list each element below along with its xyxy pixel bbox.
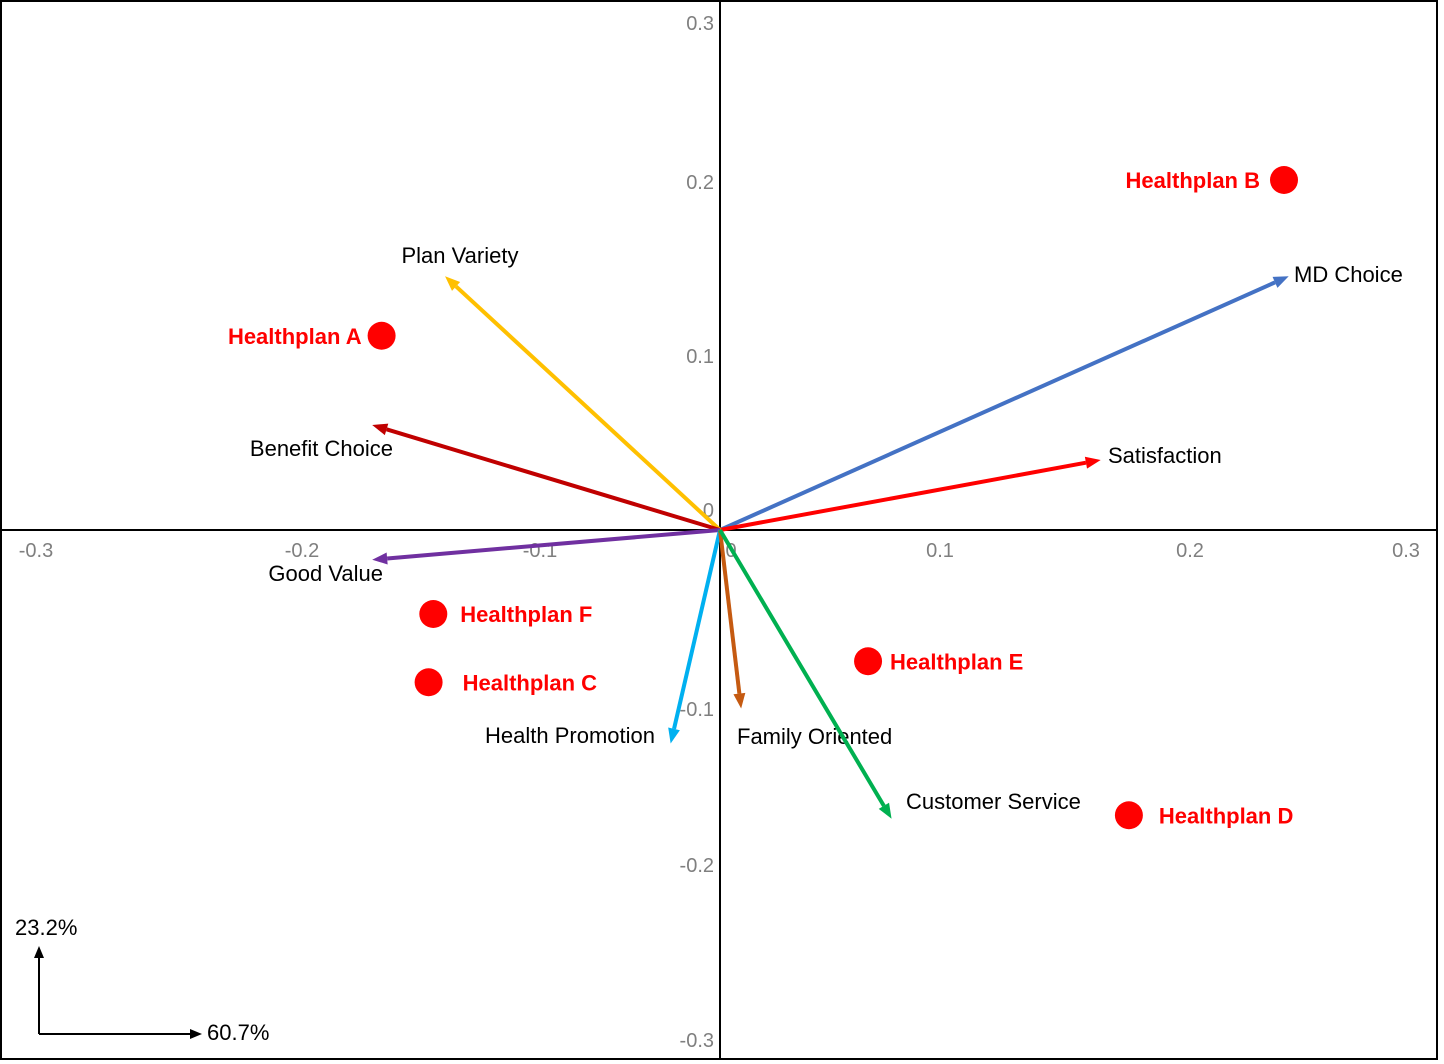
vector-arrowhead-family-oriented [733, 692, 746, 709]
y-tick-label: -0.3 [680, 1030, 714, 1052]
x-tick-label: -0.3 [19, 540, 53, 562]
x-tick-label: 0.2 [1176, 540, 1204, 562]
vector-health-promotion [672, 529, 722, 730]
vector-arrowhead-health-promotion [668, 727, 680, 744]
dimension-indicator: 23.2% 60.7% [15, 915, 269, 1045]
y-tick-label: 0.3 [686, 13, 714, 35]
x-tick-label: 0.1 [926, 540, 954, 562]
point-label-healthplan-b: Healthplan B [1126, 168, 1260, 193]
y-tick-label: -0.2 [680, 855, 714, 877]
vector-arrowhead-benefit-choice [372, 423, 389, 436]
point-label-healthplan-a: Healthplan A [228, 324, 362, 349]
vector-arrowhead-customer-service [878, 802, 892, 819]
dimension-x-label: 60.7% [207, 1020, 269, 1045]
vector-label-family-oriented: Family Oriented [737, 724, 892, 749]
healthplan-points: Healthplan A Healthplan B Healthplan C Heal… [228, 166, 1298, 830]
point-healthplan-d [1114, 801, 1143, 830]
vector-label-good-value: Good Value [268, 561, 383, 586]
x-tick-label: -0.2 [285, 540, 319, 562]
dimension-x-arrowhead [190, 1029, 202, 1039]
vector-good-value [386, 528, 721, 561]
vector-arrowhead-satisfaction [1084, 456, 1101, 469]
y-tick-labels: 0.3 0.2 0.1 0 -0.1 -0.2 -0.3 [680, 13, 714, 1052]
dimension-y-arrowhead [34, 946, 44, 958]
vector-plan-variety [454, 284, 722, 532]
point-healthplan-e [854, 647, 883, 676]
point-healthplan-a [367, 321, 396, 350]
y-tick-label: -0.1 [680, 699, 714, 721]
vector-satisfaction [719, 460, 1087, 532]
vector-label-health-promotion: Health Promotion [485, 723, 655, 748]
vector-arrowhead-good-value [372, 552, 388, 565]
point-healthplan-f [419, 600, 448, 628]
point-label-healthplan-f: Healthplan F [460, 602, 592, 627]
y-tick-label: 0.2 [686, 172, 714, 194]
vector-label-benefit-choice: Benefit Choice [250, 436, 393, 461]
point-healthplan-c [414, 668, 443, 697]
vector-customer-service [718, 528, 886, 807]
point-label-healthplan-e: Healthplan E [890, 649, 1023, 674]
point-healthplan-b [1270, 166, 1298, 194]
vector-label-satisfaction: Satisfaction [1108, 443, 1222, 468]
vector-benefit-choice [385, 427, 721, 532]
vector-label-plan-variety: Plan Variety [402, 243, 519, 268]
y-tick-label: 0 [703, 500, 714, 522]
attribute-vectors: MD Choice Satisfaction Plan Variety Benefit… [250, 243, 1403, 819]
vector-label-customer-service: Customer Service [906, 789, 1081, 814]
point-label-healthplan-c: Healthplan C [463, 670, 598, 695]
vector-arrowhead-md-choice [1272, 276, 1289, 288]
vector-md-choice [719, 280, 1276, 532]
point-label-healthplan-d: Healthplan D [1159, 803, 1293, 828]
vector-family-oriented [718, 529, 742, 694]
x-tick-label: 0.3 [1392, 540, 1420, 562]
vector-arrowhead-plan-variety [445, 276, 461, 291]
y-tick-label: 0.1 [686, 346, 714, 368]
dimension-y-label: 23.2% [15, 915, 77, 940]
vector-label-md-choice: MD Choice [1294, 262, 1403, 287]
